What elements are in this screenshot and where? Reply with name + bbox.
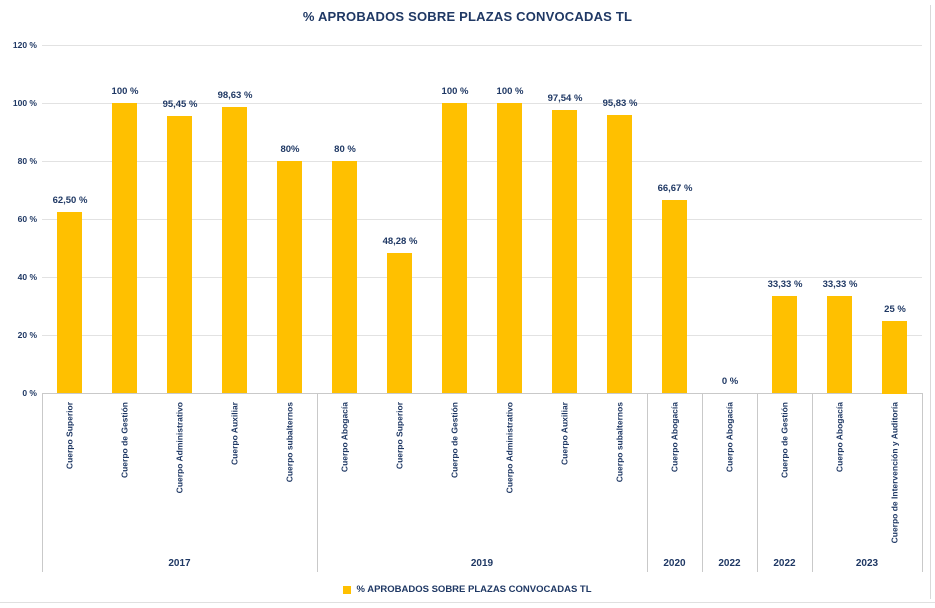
group-separator [702, 393, 703, 572]
group-separator [42, 393, 43, 572]
category-label: Cuerpo Auxiliar [229, 402, 240, 465]
bar [772, 296, 797, 393]
y-tick-label: 120 % [12, 40, 37, 50]
year-label: 2022 [773, 558, 796, 569]
bar-value-label: 97,54 % [547, 93, 583, 104]
bar [662, 200, 687, 393]
category-label: Cuerpo Abogacía [339, 402, 350, 473]
gridline [42, 45, 922, 46]
chart-title: % APROBADOS SOBRE PLAZAS CONVOCADAS TL [302, 9, 633, 24]
gridline [42, 161, 922, 162]
bar-value-label: 98,63 % [217, 90, 253, 101]
category-label: Cuerpo de Gestión [779, 402, 790, 479]
bar [332, 161, 357, 393]
bar-value-label: 48,28 % [382, 236, 418, 247]
gridline [42, 219, 922, 220]
chart-bottom-border [0, 602, 935, 603]
bar-value-label: 80 % [334, 144, 356, 155]
legend: % APROBADOS SOBRE PLAZAS CONVOCADAS TL [0, 584, 935, 595]
category-label: Cuerpo Administrativo [504, 402, 515, 494]
bar-value-label: 25 % [884, 304, 906, 315]
bar-value-label: 62,50 % [52, 195, 88, 206]
gridline [42, 335, 922, 336]
bar-value-label: 100 % [496, 86, 524, 97]
y-tick-label: 60 % [17, 214, 37, 224]
bar-value-label: 95,83 % [602, 98, 638, 109]
year-label: 2019 [470, 558, 494, 569]
y-tick-label: 0 % [22, 388, 37, 398]
bar [497, 103, 522, 393]
legend-swatch-icon [343, 585, 352, 594]
bar [222, 107, 247, 393]
category-label: Cuerpo Abogacía [669, 402, 680, 473]
y-tick-label: 40 % [17, 272, 37, 282]
category-label: Cuerpo Auxiliar [559, 402, 570, 465]
bar [882, 321, 907, 394]
bar [167, 116, 192, 393]
bar [387, 253, 412, 393]
group-separator [317, 393, 318, 572]
category-label: Cuerpo Superior [64, 402, 75, 470]
bar-value-label: 33,33 % [822, 279, 858, 290]
group-separator [647, 393, 648, 572]
year-label: 2017 [168, 558, 191, 569]
bar-value-label: 100 % [441, 86, 469, 97]
year-label: 2020 [663, 558, 686, 569]
y-tick-label: 80 % [17, 156, 37, 166]
y-tick-label: 100 % [12, 98, 37, 108]
bar-value-label: 80% [280, 144, 300, 155]
bar [827, 296, 852, 393]
category-label: Cuerpo de Intervención y Auditoría [889, 402, 900, 544]
gridline [42, 103, 922, 104]
y-tick-label: 20 % [17, 330, 37, 340]
category-label: Cuerpo Superior [394, 402, 405, 470]
category-label: Cuerpo de Gestión [119, 402, 130, 479]
x-axis-line [42, 393, 922, 394]
category-label: Cuerpo de Gestión [449, 402, 460, 479]
category-label: Cuerpo Administrativo [174, 402, 185, 494]
gridline [42, 277, 922, 278]
bar [112, 103, 137, 393]
legend-label: % APROBADOS SOBRE PLAZAS CONVOCADAS TL [356, 584, 592, 595]
bar [57, 212, 82, 393]
bar [552, 110, 577, 393]
bar-value-label: 66,67 % [657, 183, 693, 194]
chart-right-border [930, 5, 931, 599]
group-separator [812, 393, 813, 572]
year-label: 2023 [855, 558, 879, 569]
bar-value-label: 0 % [721, 376, 739, 387]
category-label: Cuerpo Abogacía [834, 402, 845, 473]
bar-value-label: 100 % [111, 86, 139, 97]
year-label: 2022 [718, 558, 741, 569]
bar-value-label: 33,33 % [767, 279, 803, 290]
category-label: Cuerpo Abogacía [724, 402, 735, 473]
bar [442, 103, 467, 393]
bar [277, 161, 302, 393]
group-separator [922, 393, 923, 572]
bar [607, 115, 632, 393]
category-label: Cuerpo subalternos [284, 402, 295, 483]
category-label: Cuerpo subalternos [614, 402, 625, 483]
group-separator [757, 393, 758, 572]
bar-value-label: 95,45 % [162, 99, 198, 110]
